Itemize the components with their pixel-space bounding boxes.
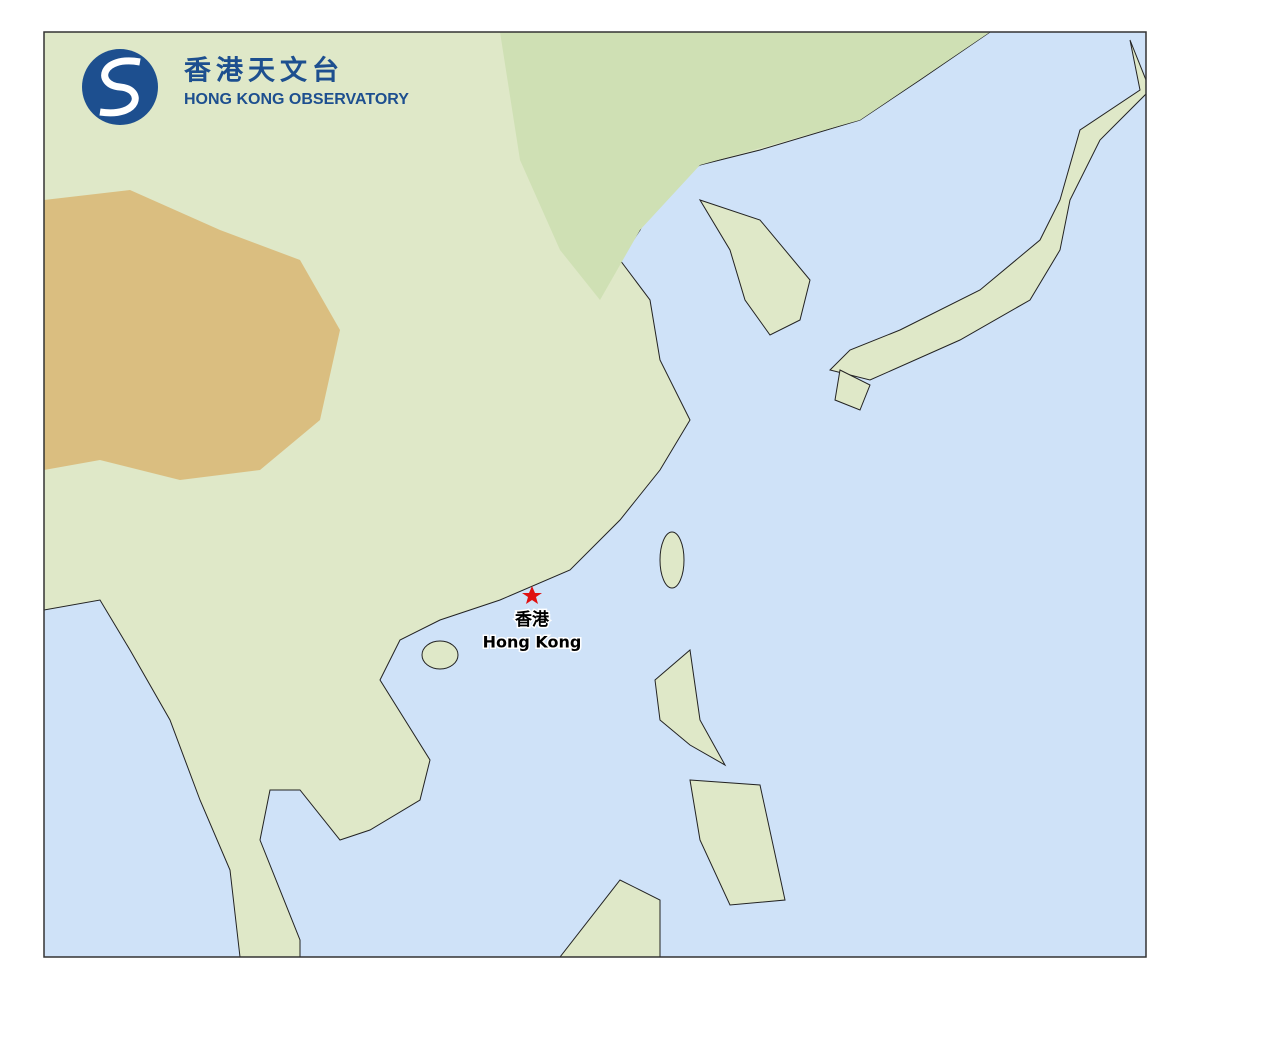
northeast-green: [500, 32, 990, 300]
logo: 香港天文台 HONG KONG OBSERVATORY: [82, 49, 409, 125]
hong-kong-marker: [522, 586, 542, 604]
logo-swirl: [99, 57, 141, 117]
map-frame: [43, 31, 1147, 958]
place-label-zh: 香港: [515, 609, 550, 630]
korea: [698, 199, 811, 336]
kyushu: [834, 369, 871, 411]
southern-philippines: [689, 779, 786, 906]
place-label-en: Hong Kong: [483, 633, 582, 652]
japan: [829, 39, 1146, 381]
logo-title-en: HONG KONG OBSERVATORY: [184, 91, 409, 108]
map-area: 香港 Hong Kong: [44, 32, 1146, 957]
plateau: [44, 190, 340, 480]
borneo: [559, 879, 661, 957]
logo-title-zh: 香港天文台: [184, 55, 344, 87]
taiwan: [659, 531, 685, 589]
hainan: [421, 640, 459, 670]
luzon: [654, 649, 727, 767]
